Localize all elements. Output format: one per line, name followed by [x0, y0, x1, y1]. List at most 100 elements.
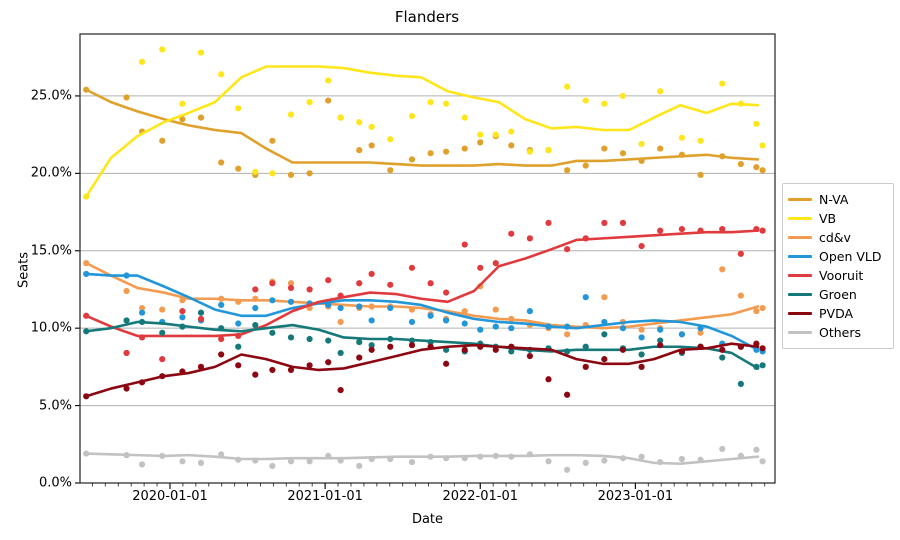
- data-point: [123, 349, 130, 357]
- data-point: [159, 356, 166, 363]
- data-point: [287, 284, 295, 292]
- data-point: [179, 458, 186, 465]
- data-point: [719, 266, 726, 273]
- series-others: [83, 445, 766, 473]
- data-point: [737, 380, 744, 388]
- legend-color-swatch-icon: [788, 331, 812, 334]
- data-point: [461, 320, 468, 327]
- data-point: [269, 366, 276, 374]
- data-point: [218, 159, 225, 166]
- data-point: [697, 137, 704, 144]
- data-point: [287, 334, 295, 341]
- data-point: [159, 137, 166, 144]
- data-point: [306, 286, 313, 293]
- data-point: [306, 170, 313, 177]
- data-point: [159, 329, 166, 336]
- data-point: [737, 292, 744, 299]
- data-point: [356, 339, 363, 346]
- legend-item-label: cd&v: [819, 230, 851, 245]
- data-point: [443, 317, 450, 324]
- data-point: [638, 453, 645, 460]
- data-point: [545, 376, 552, 383]
- chart-title: Flanders: [394, 8, 460, 26]
- data-point: [638, 326, 645, 333]
- data-point: [235, 320, 242, 327]
- data-point: [526, 235, 533, 242]
- legend-item-pvda[interactable]: PVDA: [788, 304, 887, 323]
- data-point: [443, 360, 450, 367]
- data-point: [759, 345, 766, 352]
- data-point: [337, 349, 344, 357]
- legend-item-vooruit[interactable]: Vooruit: [788, 266, 887, 285]
- legend-item-others[interactable]: Others: [788, 323, 887, 342]
- legend-color-swatch-icon: [788, 255, 812, 258]
- data-point: [492, 306, 499, 313]
- legend-item-cd-v[interactable]: cd&v: [788, 228, 887, 247]
- data-point: [545, 147, 552, 154]
- data-point: [269, 462, 276, 470]
- series-vooruit: [83, 219, 766, 363]
- legend-color-swatch-icon: [788, 217, 812, 220]
- data-point: [325, 277, 332, 284]
- data-point: [657, 88, 664, 95]
- data-point: [325, 77, 332, 84]
- legend-item-label: PVDA: [819, 306, 854, 321]
- data-point: [508, 230, 515, 237]
- data-point: [638, 140, 645, 148]
- data-point: [601, 219, 608, 226]
- data-point: [197, 315, 205, 322]
- legend-item-label: Groen: [819, 287, 857, 302]
- data-point: [737, 250, 744, 257]
- data-point: [368, 342, 375, 349]
- data-point: [337, 318, 344, 326]
- data-point: [719, 225, 726, 233]
- data-point: [737, 160, 744, 168]
- data-point: [564, 466, 571, 473]
- legend-item-groen[interactable]: Groen: [788, 285, 887, 304]
- data-point: [368, 317, 375, 324]
- data-point: [564, 331, 571, 338]
- y-tick-label: 15.0%: [30, 243, 72, 259]
- data-point: [306, 99, 313, 106]
- legend-item-n-va[interactable]: N-VA: [788, 190, 887, 209]
- legend-item-label: Vooruit: [819, 268, 864, 283]
- data-point: [657, 227, 664, 234]
- data-point: [287, 298, 295, 305]
- data-point: [545, 458, 552, 465]
- data-point: [325, 337, 332, 344]
- data-point: [337, 304, 344, 312]
- data-point: [582, 162, 589, 169]
- data-point: [461, 241, 468, 248]
- data-point: [601, 356, 608, 363]
- data-point: [252, 371, 259, 378]
- trend-line: [84, 320, 760, 370]
- data-point: [179, 100, 186, 107]
- data-point: [678, 331, 686, 338]
- legend-item-open-vld[interactable]: Open VLD: [788, 247, 887, 266]
- data-point: [356, 280, 363, 287]
- legend-item-vb[interactable]: VB: [788, 209, 887, 228]
- trend-line: [84, 342, 760, 398]
- data-point: [638, 351, 645, 358]
- data-point: [252, 321, 259, 329]
- data-point: [601, 100, 608, 107]
- data-point: [427, 280, 434, 287]
- data-point: [564, 391, 571, 398]
- data-point: [123, 317, 130, 324]
- legend-item-label: VB: [819, 211, 837, 226]
- data-point: [408, 318, 416, 326]
- data-point: [477, 326, 484, 333]
- data-point: [638, 363, 645, 370]
- data-point: [526, 308, 533, 315]
- data-point: [252, 286, 259, 293]
- data-point: [337, 114, 344, 121]
- data-point: [619, 219, 627, 226]
- x-axis-label: Date: [411, 512, 444, 527]
- data-point: [443, 100, 450, 107]
- plot-frame: [79, 33, 776, 484]
- data-point: [368, 142, 375, 149]
- data-point: [138, 461, 146, 468]
- data-point: [759, 304, 766, 312]
- data-point: [582, 97, 589, 104]
- trend-line: [84, 229, 760, 338]
